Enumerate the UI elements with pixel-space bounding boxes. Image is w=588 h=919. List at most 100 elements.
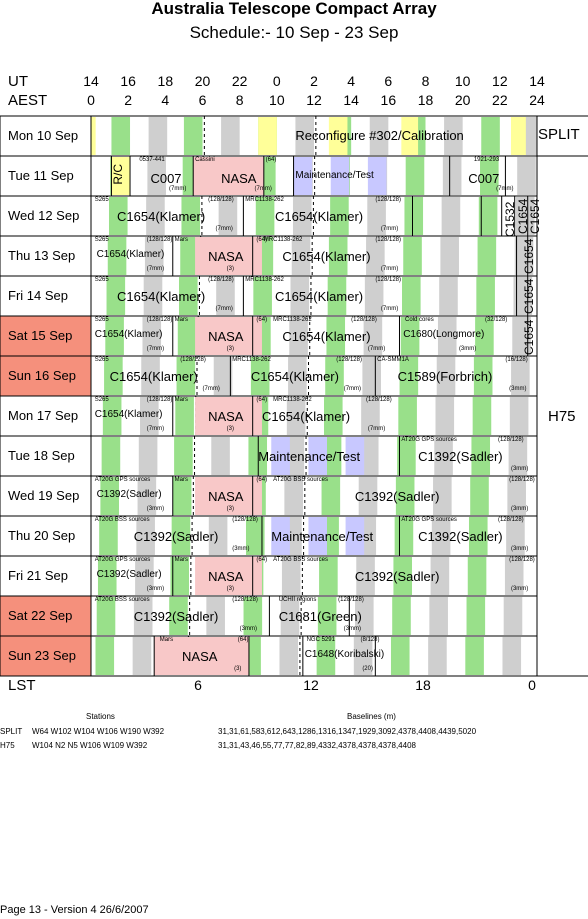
baselines-header: Baselines (m) (347, 712, 396, 721)
lst-stripe (295, 117, 314, 155)
lst-tick: 12 (303, 677, 319, 693)
lst-stripe (399, 357, 419, 395)
small-label: S265 (94, 197, 109, 203)
ut-label: UT (8, 73, 28, 90)
lst-stripe (142, 317, 162, 355)
small-label: (7mm) (169, 186, 187, 192)
c007-label: C007 (468, 171, 500, 186)
aest-label: AEST (8, 92, 48, 109)
day-cell-bg (0, 316, 91, 356)
lst-stripe (147, 157, 166, 195)
small-label: (3mm) (458, 346, 477, 352)
nasa-block (195, 237, 262, 275)
lst-stripe (330, 197, 349, 235)
small-label: (7mm) (380, 266, 399, 272)
small-label: (7mm) (380, 306, 399, 312)
ut-tick: 8 (421, 73, 430, 89)
small-label: (128/128) (497, 437, 524, 443)
lst-stripe (100, 477, 119, 515)
small-label: (128/128) (232, 597, 258, 603)
small-label: (3mm) (343, 626, 362, 632)
lst-stripe (291, 237, 311, 275)
lst-stripe (353, 637, 373, 675)
small-label: (7mm) (380, 226, 399, 232)
small-label: (7mm) (343, 386, 362, 392)
small-label: (3mm) (509, 386, 527, 392)
lst-stripe (136, 517, 155, 555)
lst-stripe (355, 597, 374, 635)
maint-block (293, 157, 313, 195)
lst-stripe (97, 557, 117, 595)
aest-tick: 14 (343, 92, 359, 108)
lst-stripe (176, 357, 196, 395)
small-label: UCHII regions (278, 597, 317, 603)
lst-stripe (430, 557, 450, 595)
aest-tick: 0 (87, 92, 95, 108)
lst-stripe (169, 597, 188, 635)
aest-tick: 24 (529, 92, 545, 108)
nasa-block (195, 397, 262, 435)
lst-stripe (481, 117, 500, 155)
small-label: (128/128) (146, 237, 173, 243)
day-cell-bg (0, 556, 91, 596)
small-label: (3mm) (510, 506, 529, 512)
ut-tick: 22 (231, 73, 248, 89)
small-label: MRC1138-262 (273, 397, 312, 403)
lst-stripe (471, 437, 491, 475)
c1654-label: C1654(Klamer) (94, 329, 163, 340)
c1654-vlabel: C1654 (522, 319, 537, 355)
small-label: AT20G GPS sources (94, 477, 151, 483)
c1654-label: C1654(Klamer) (94, 409, 163, 420)
lst-stripe (366, 237, 385, 275)
ut-tick: 14 (529, 73, 545, 89)
lst-stripe (392, 597, 411, 635)
small-label: MRC1138-262 (232, 357, 271, 363)
small-label: Mars (174, 557, 188, 563)
nasa-label: NASA (208, 329, 244, 344)
ut-tick: 4 (347, 73, 356, 89)
lst-stripe (437, 317, 457, 355)
lst-stripe (288, 357, 307, 395)
ut-tick: 12 (492, 73, 508, 89)
lst-stripe (442, 157, 462, 195)
small-label: (64) (256, 557, 268, 563)
aest-tick: 20 (454, 92, 471, 108)
station-row-split-bl: 31,31,61,583,612,643,1286,1316,1347,1929… (218, 727, 477, 736)
lst-tick: 18 (415, 677, 431, 693)
small-label: (7mm) (367, 426, 386, 432)
aest-tick: 2 (124, 92, 133, 108)
lst-stripe (369, 117, 389, 155)
lst-stripe (280, 597, 300, 635)
day-label: Mon 17 Sep (8, 408, 79, 423)
nasa-label: NASA (208, 489, 244, 504)
small-label: (3) (226, 346, 234, 352)
small-label: (7mm) (146, 346, 165, 352)
nasa-block (195, 557, 262, 595)
lst-stripe (428, 637, 447, 675)
reconfig-block (401, 117, 419, 155)
day-cell-bg (0, 396, 91, 436)
c1654-vlabel: C1654 (522, 278, 537, 314)
lst-stripe (466, 597, 486, 635)
ut-tick: 18 (157, 73, 174, 89)
small-label: (3mm) (146, 586, 165, 592)
lst-stripe (434, 437, 453, 475)
lst-stripe (175, 397, 194, 435)
small-label: (64) (265, 157, 277, 163)
station-row-h75-bl: 31,31,43,46,55,77,77,82,89,4332,4378,437… (218, 741, 416, 750)
maint-label: Maintenance/Test (271, 529, 374, 544)
day-label: Tue 11 Sep (8, 168, 74, 183)
day-label: Sun 16 Sep (8, 368, 76, 383)
maint-block (345, 517, 365, 555)
lst-stripe (108, 197, 128, 235)
lst-stripe (470, 477, 489, 515)
small-label: Mars (174, 317, 188, 323)
station-row-split-cfg: SPLIT (0, 727, 23, 736)
maint-block (271, 437, 290, 475)
small-label: (128/128) (375, 237, 401, 243)
lst-stripe (473, 357, 493, 395)
lst-stripe (502, 637, 522, 675)
day-cell-bg (0, 116, 91, 156)
lst-stripe (440, 237, 459, 275)
ut-tick: 0 (272, 73, 281, 89)
